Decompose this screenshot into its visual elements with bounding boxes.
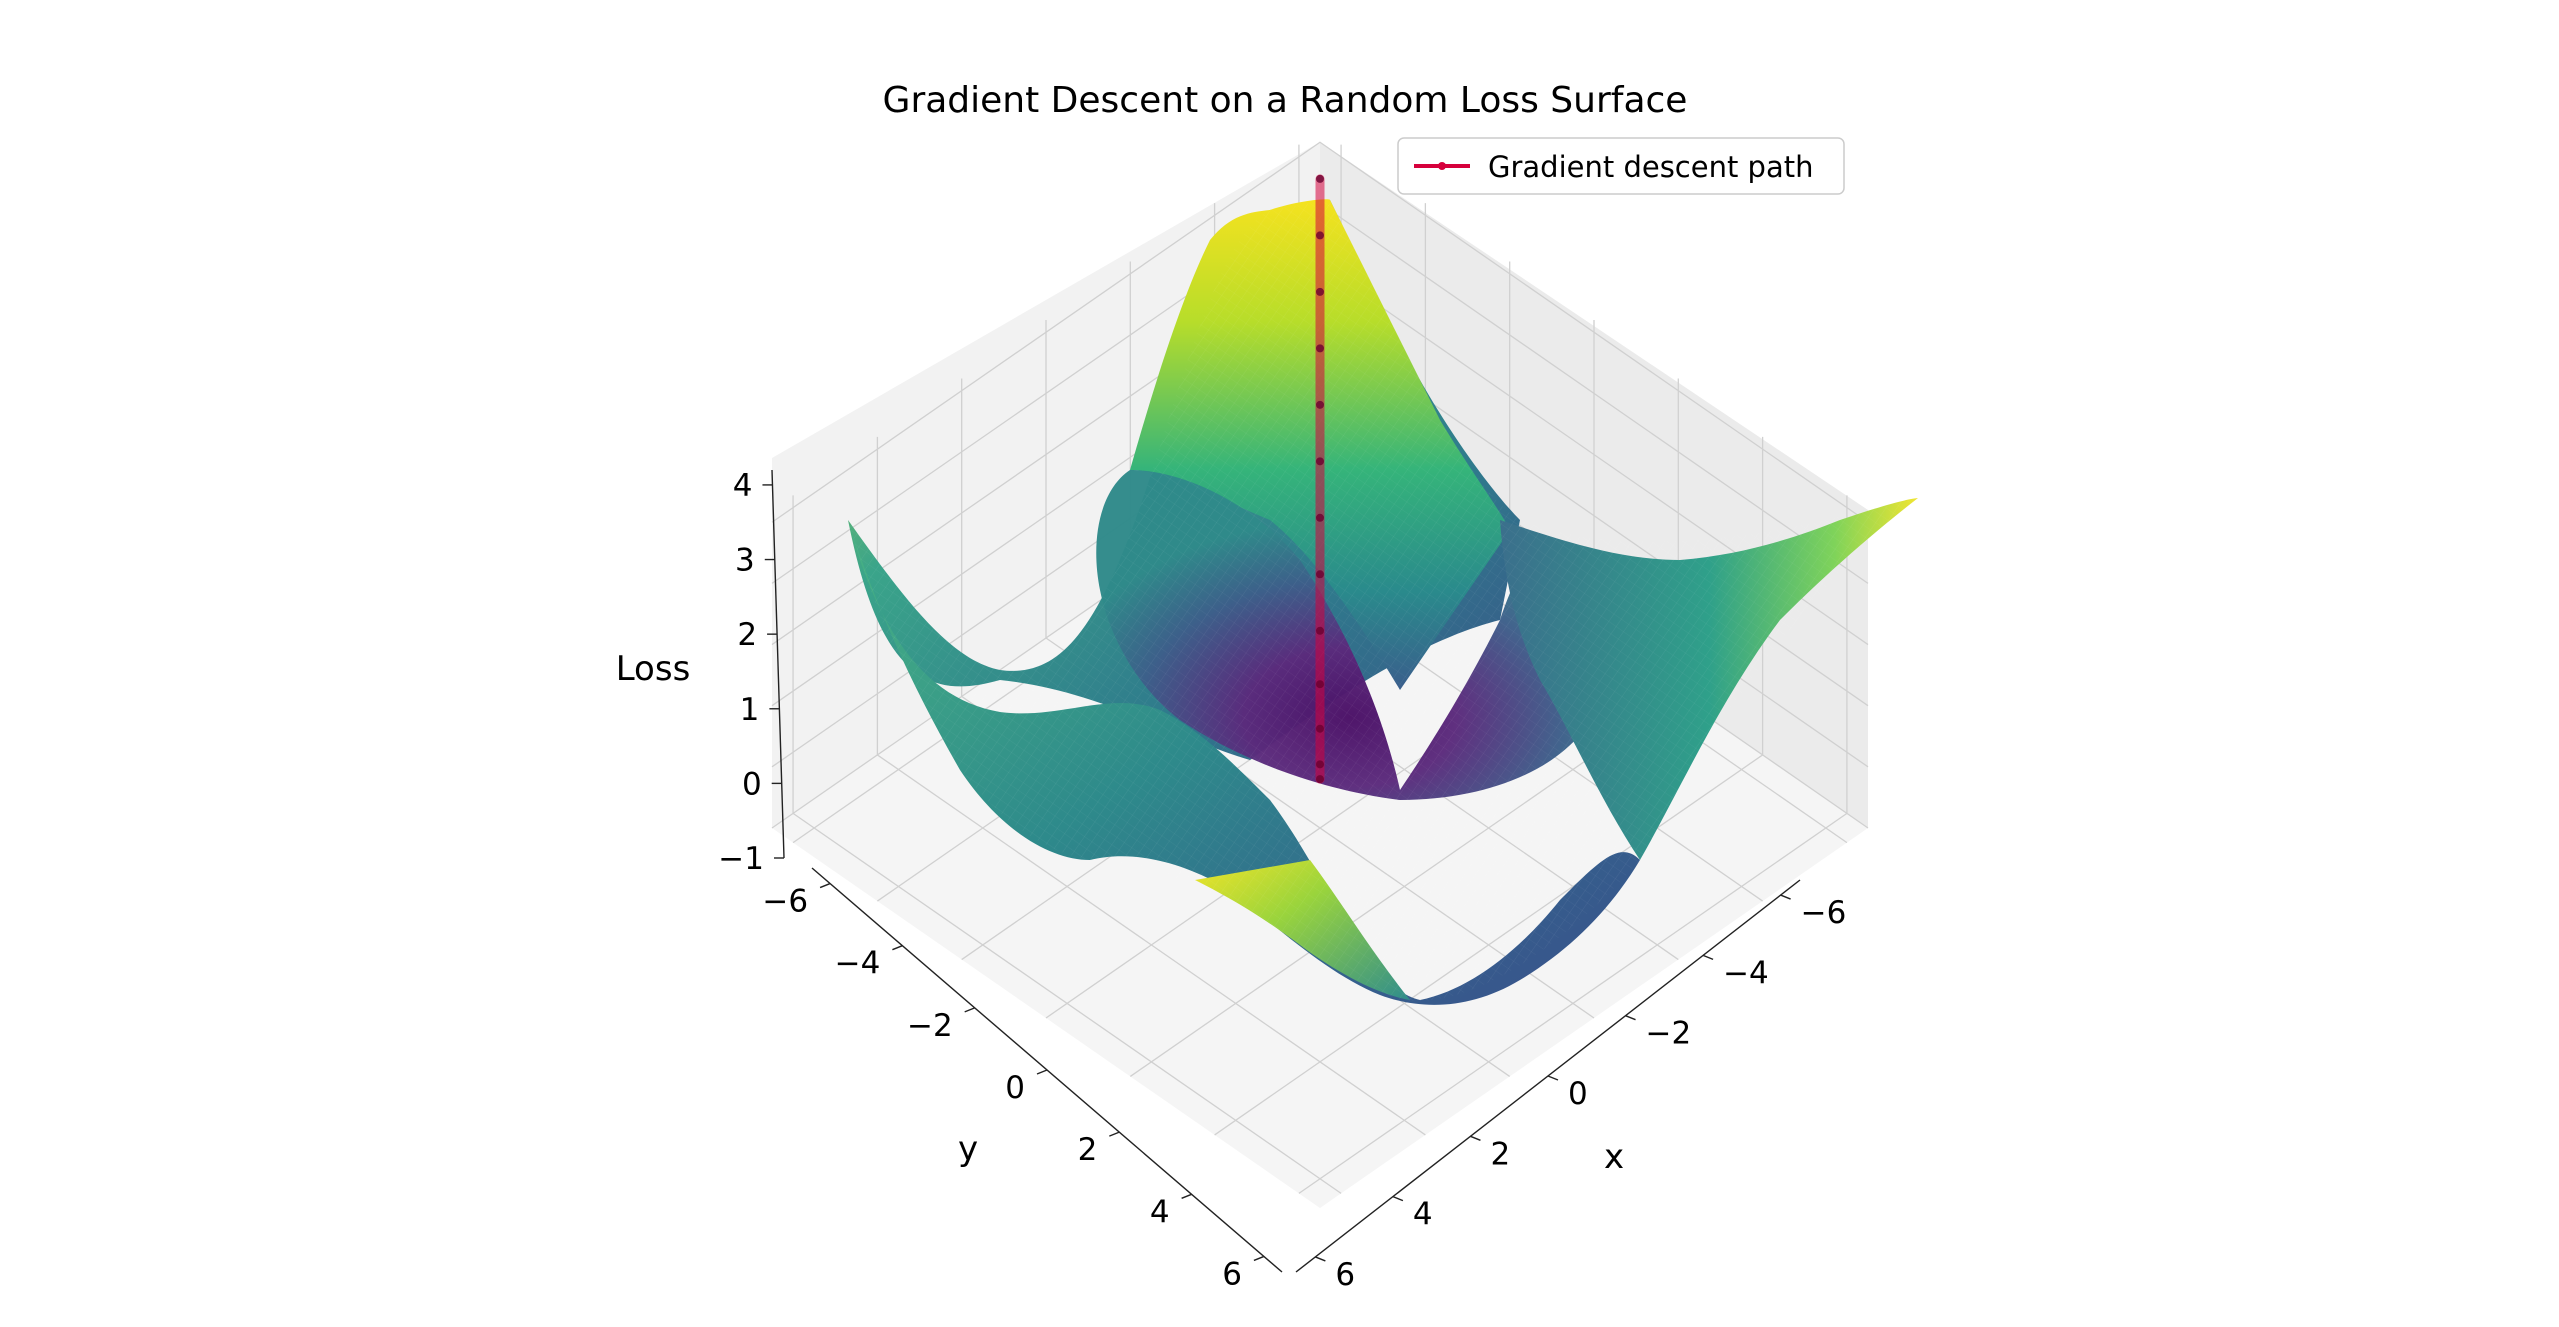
chart-title: Gradient Descent on a Random Loss Surfac… — [883, 80, 1688, 121]
x-tick-mark — [1392, 1195, 1404, 1202]
surface-mesh — [848, 200, 1918, 1002]
x-tick-label: 6 — [1335, 1257, 1355, 1293]
x-tick-mark — [1702, 954, 1714, 961]
floor-gridline-y — [877, 754, 1426, 1136]
x-tick-label: −2 — [1646, 1016, 1692, 1052]
y-tick-label: −4 — [835, 946, 881, 982]
y-tick-mark — [1036, 1069, 1048, 1075]
z-tick-label: 2 — [737, 617, 757, 653]
y-tick-mark — [964, 1007, 975, 1013]
x-tick-label: −4 — [1723, 955, 1769, 991]
legend: Gradient descent path — [1397, 137, 1845, 195]
x-tick-mark — [1547, 1075, 1559, 1081]
y-tick-mark — [1181, 1193, 1192, 1199]
x-tick-mark — [1315, 1256, 1326, 1262]
path-point — [1316, 287, 1324, 296]
z-tick-label: 4 — [733, 468, 753, 504]
path-point — [1316, 513, 1324, 522]
path-point — [1316, 760, 1324, 769]
path-point — [1316, 570, 1324, 579]
z-tick-label: 0 — [742, 766, 762, 802]
x-tick-label: 0 — [1568, 1076, 1588, 1112]
x-axis-label: x — [1604, 1137, 1624, 1177]
z-axis-label: Loss — [616, 649, 691, 689]
y-tick-label: 0 — [1005, 1070, 1025, 1106]
path-point — [1316, 231, 1324, 240]
z-tick-label: 3 — [735, 543, 755, 579]
y-tick-label: −6 — [762, 884, 808, 920]
x-tick-label: 2 — [1490, 1136, 1510, 1172]
gradient-descent-path — [1315, 174, 1325, 784]
y-tick-label: 2 — [1078, 1132, 1098, 1168]
x-tick-label: −6 — [1801, 895, 1847, 931]
x-tick-mark — [1470, 1135, 1481, 1141]
legend-marker-swatch — [1438, 162, 1446, 170]
y-tick-label: 6 — [1222, 1256, 1242, 1292]
x-tick-mark — [1625, 1015, 1636, 1021]
z-tick-label: 1 — [740, 692, 760, 728]
y-tick-label: 4 — [1150, 1194, 1170, 1230]
path-point — [1316, 174, 1324, 183]
path-point — [1316, 775, 1324, 784]
y-tick-mark — [819, 882, 831, 889]
y-tick-mark — [1109, 1131, 1120, 1137]
x-tick-label: 4 — [1413, 1197, 1433, 1233]
x-tick-mark — [1780, 894, 1791, 900]
wall-gridline-z — [771, 141, 1869, 523]
legend-box — [1397, 137, 1845, 195]
path-point — [1316, 344, 1324, 353]
y-axis-label: y — [958, 1129, 978, 1169]
path-point — [1316, 457, 1324, 466]
path-point — [1316, 626, 1324, 635]
y-tick-label: −2 — [907, 1008, 953, 1044]
path-point — [1316, 400, 1324, 409]
z-tick-label: −1 — [718, 841, 764, 877]
axis-ticks: −6 −4 −2 0 2 4 6 −6 −4 −2 0 2 4 6 −1 0 1 2 3 4 — [718, 468, 1846, 1293]
path-point — [1316, 724, 1324, 733]
path-point — [1316, 680, 1324, 689]
y-tick-mark — [1253, 1255, 1265, 1262]
z-axis-line — [771, 469, 785, 859]
y-tick-mark — [892, 945, 903, 951]
floor-gridline-y — [792, 812, 1342, 1194]
legend-label: Gradient descent path — [1488, 150, 1814, 184]
